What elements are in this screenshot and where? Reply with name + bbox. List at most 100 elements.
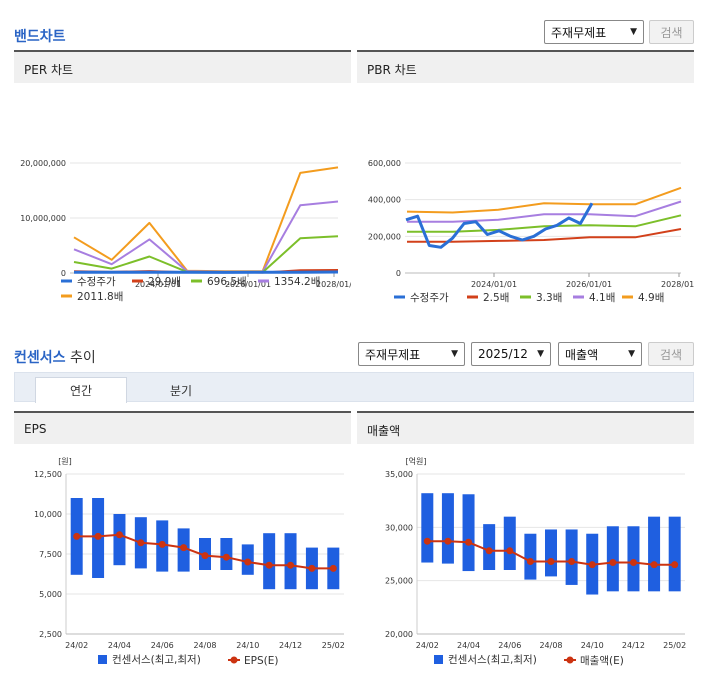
consensus-range-bar: [606, 526, 619, 592]
estimate-point: [588, 561, 596, 569]
legend-swatch-point: [230, 656, 238, 664]
consensus-range-bar: [668, 516, 681, 592]
consensus-range-bar: [524, 533, 537, 580]
x-tick-label: 24/06: [498, 641, 521, 650]
per-chart: 20,000,000 10,000,000 0 2024/01/01 2026/01/0…: [20, 159, 351, 303]
y-tick-label: 200,000: [368, 232, 401, 241]
consensus-period-select[interactable]: 2025/12 ▼: [471, 342, 551, 366]
legend-swatch-point: [566, 656, 574, 664]
y-tick-label: 20,000,000: [20, 159, 66, 168]
legend-swatch-bar: [434, 655, 443, 664]
consensus-range-bar: [441, 493, 454, 564]
estimate-point: [265, 561, 273, 569]
y-tick-label: 0: [61, 269, 66, 278]
per-chart-panel: PER 차트 20,000,000 10,000,000 0 2024/01/01 20…: [14, 50, 351, 314]
legend-swatch-bar: [98, 655, 107, 664]
y-tick-label: 12,500: [34, 470, 62, 479]
consensus-range-bar: [503, 516, 516, 570]
series-line-3: [73, 200, 339, 273]
x-tick-label: 24/04: [108, 641, 131, 650]
estimate-point: [465, 538, 473, 546]
y-tick-label: 600,000: [368, 159, 401, 168]
y-tick-label: 25,000: [385, 577, 413, 586]
band-search-button[interactable]: 검색: [649, 20, 694, 44]
legend-label: 29.9배: [148, 276, 181, 288]
estimate-point: [222, 553, 230, 561]
unit-label: [원]: [58, 457, 72, 466]
chevron-down-icon: ▼: [628, 349, 635, 359]
y-tick-label: 20,000: [385, 630, 413, 639]
estimate-point: [244, 558, 252, 566]
pbr-chart: 600,000 400,000 200,000 0 2024/01/01 2026/01/…: [368, 159, 694, 304]
chevron-down-icon: ▼: [537, 349, 544, 359]
x-tick-label: 24/08: [193, 641, 216, 650]
legend-label: 4.9배: [638, 292, 664, 304]
tab-annual[interactable]: 연간: [35, 377, 127, 403]
unit-label: [억원]: [406, 456, 427, 466]
estimate-point: [444, 537, 452, 545]
consensus-metric-select[interactable]: 매출액 ▼: [558, 342, 642, 366]
tab-quarterly[interactable]: 분기: [169, 383, 193, 398]
x-tick-label: 24/12: [279, 641, 302, 650]
estimate-point: [671, 561, 679, 569]
x-tick-label: 2026/01/01: [566, 280, 612, 289]
chevron-down-icon: ▼: [630, 27, 637, 37]
estimate-point: [73, 532, 81, 540]
estimate-point: [650, 561, 658, 569]
series-line-2: [407, 214, 682, 233]
estimate-point: [629, 559, 637, 567]
series-line-4: [406, 186, 682, 214]
y-tick-label: 400,000: [368, 196, 401, 205]
x-tick-label: 2024/01/01: [135, 280, 181, 289]
estimate-point: [180, 544, 188, 552]
eps-chart-title: EPS: [14, 411, 351, 444]
x-tick-label: 24/06: [151, 641, 174, 650]
sales-chart-title: 매출액: [357, 411, 694, 444]
y-tick-label: 10,000: [34, 510, 62, 519]
estimate-point: [329, 564, 337, 572]
estimate-point: [526, 557, 534, 565]
consensus-search-button[interactable]: 검색: [648, 342, 694, 366]
y-tick-label: 30,000: [385, 523, 413, 532]
consensus-range-bar: [627, 526, 640, 592]
legend-label: 2.5배: [483, 292, 509, 304]
estimate-point: [94, 532, 102, 540]
consensus-range-bar: [565, 529, 578, 585]
consensus-range-bar: [113, 514, 126, 566]
estimate-point: [568, 557, 576, 565]
consensus-range-bar: [483, 524, 496, 570]
chevron-down-icon: ▼: [451, 349, 458, 359]
legend-label: 컨센서스(최고,최저): [112, 654, 201, 666]
consensus-range-bar: [421, 493, 434, 563]
x-tick-label: 2028/01/: [661, 280, 694, 289]
x-tick-label: 2028/01/: [316, 280, 351, 289]
pbr-chart-panel: PBR 차트 600,000 400,000 200,000 0 2024/01/01 2…: [357, 50, 694, 314]
legend-label: 수정주가: [410, 292, 449, 304]
eps-chart-panel: EPS [원] 12,500 10,000 7,500 5,000 2,500 24/02 2…: [14, 411, 351, 679]
period-tabs: 연간 분기: [14, 372, 694, 403]
x-tick-label: 2026/01/01: [225, 280, 271, 289]
x-tick-label: 24/12: [622, 641, 645, 650]
x-tick-label: 24/10: [581, 641, 604, 650]
estimate-point: [547, 557, 555, 565]
estimate-point: [506, 547, 514, 555]
series-line-3: [407, 200, 682, 223]
x-tick-label: 2024/01/01: [471, 280, 517, 289]
consensus-statement-select[interactable]: 주재무제표 ▼: [358, 342, 465, 366]
sales-chart-panel: 매출액 [억원] 35,000 30,000 25,000 20,000 24/02 24/…: [357, 411, 694, 679]
legend-label: 2011.8배: [77, 291, 123, 303]
series-line-4: [73, 166, 339, 273]
pbr-chart-title: PBR 차트: [357, 50, 694, 83]
estimate-point: [287, 561, 295, 569]
x-tick-label: 24/04: [457, 641, 480, 650]
x-tick-label: 24/10: [236, 641, 259, 650]
series-line-0: [405, 202, 594, 249]
legend-label: EPS(E): [244, 655, 278, 667]
band-statement-select[interactable]: 주재무제표 ▼: [544, 20, 644, 44]
x-tick-label: 24/02: [65, 641, 88, 650]
estimate-point: [609, 559, 617, 567]
estimate-point: [201, 552, 209, 560]
legend-label: 3.3배: [536, 292, 562, 304]
